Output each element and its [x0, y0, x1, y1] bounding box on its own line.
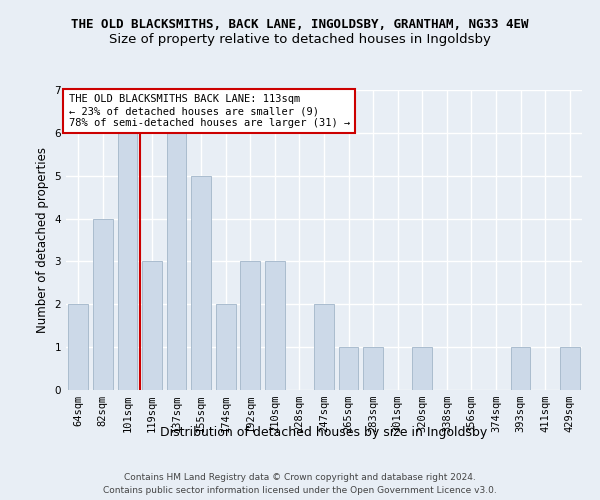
Bar — [241, 262, 260, 390]
Bar — [142, 262, 162, 390]
Bar — [511, 347, 530, 390]
Bar — [364, 347, 383, 390]
Text: THE OLD BLACKSMITHS BACK LANE: 113sqm
← 23% of detached houses are smaller (9)
7: THE OLD BLACKSMITHS BACK LANE: 113sqm ← … — [68, 94, 350, 128]
Bar — [93, 218, 113, 390]
Bar — [314, 304, 334, 390]
Bar — [118, 133, 137, 390]
Text: Distribution of detached houses by size in Ingoldsby: Distribution of detached houses by size … — [160, 426, 488, 439]
Bar — [560, 347, 580, 390]
Bar — [167, 133, 187, 390]
Text: Contains HM Land Registry data © Crown copyright and database right 2024.
Contai: Contains HM Land Registry data © Crown c… — [103, 474, 497, 495]
Bar — [339, 347, 358, 390]
Bar — [265, 262, 284, 390]
Text: Size of property relative to detached houses in Ingoldsby: Size of property relative to detached ho… — [109, 32, 491, 46]
Bar — [216, 304, 236, 390]
Bar — [412, 347, 432, 390]
Text: THE OLD BLACKSMITHS, BACK LANE, INGOLDSBY, GRANTHAM, NG33 4EW: THE OLD BLACKSMITHS, BACK LANE, INGOLDSB… — [71, 18, 529, 30]
Y-axis label: Number of detached properties: Number of detached properties — [36, 147, 49, 333]
Bar — [68, 304, 88, 390]
Bar — [191, 176, 211, 390]
